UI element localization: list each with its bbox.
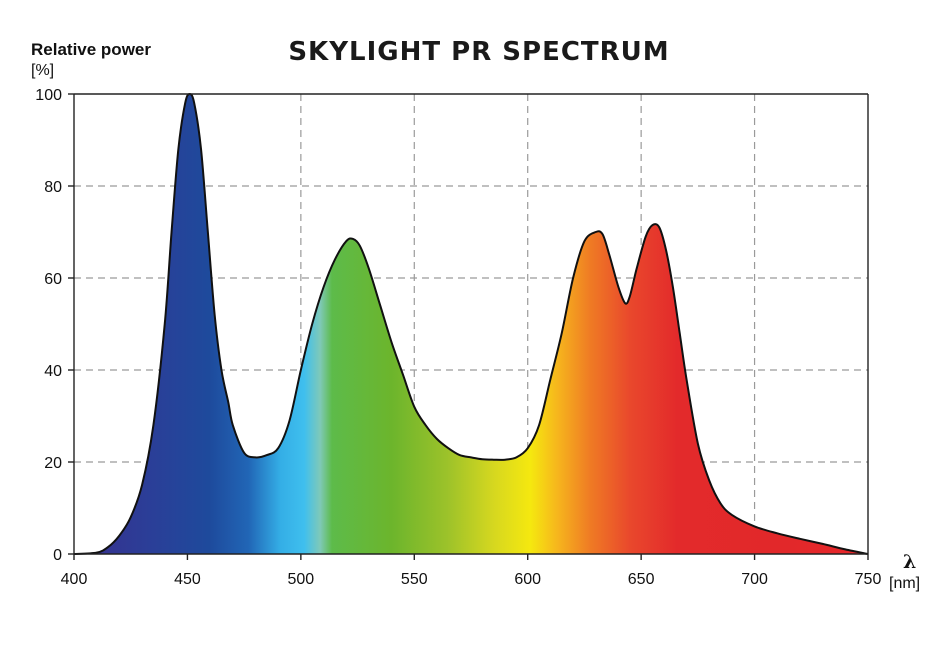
y-tick-labels: 0 20 40 60 80 100	[35, 87, 62, 564]
x-tick-label-600: 600	[514, 571, 541, 588]
y-tick-label-80: 80	[44, 179, 62, 196]
x-tick-label-400: 400	[61, 571, 88, 588]
y-tick-label-20: 20	[44, 455, 62, 472]
x-tick-label-700: 700	[741, 571, 768, 588]
y-axis-unit: [%]	[31, 62, 54, 79]
x-tick-label-650: 650	[628, 571, 655, 588]
x-tick-label-550: 550	[401, 571, 428, 588]
y-tick-label-40: 40	[44, 363, 62, 380]
y-tick-label-0: 0	[53, 547, 62, 564]
x-tick-label-750: 750	[855, 571, 882, 588]
y-tick-label-100: 100	[35, 87, 62, 104]
x-axis-unit: [nm]	[889, 575, 920, 592]
chart-title: SKYLIGHT PR SPECTRUM	[288, 37, 669, 67]
plot-area	[73, 93, 869, 555]
y-tick-label-60: 60	[44, 271, 62, 288]
spectrum-fill	[74, 94, 868, 554]
x-tick-labels: 400 450 500 550 600 650 700 750	[61, 571, 882, 588]
x-tick-label-450: 450	[174, 571, 201, 588]
x-axis-symbol: λ	[903, 551, 916, 573]
y-axis-label: Relative power	[31, 40, 151, 59]
axes	[68, 93, 869, 560]
spectrum-line	[73, 93, 869, 555]
x-tick-label-500: 500	[288, 571, 315, 588]
